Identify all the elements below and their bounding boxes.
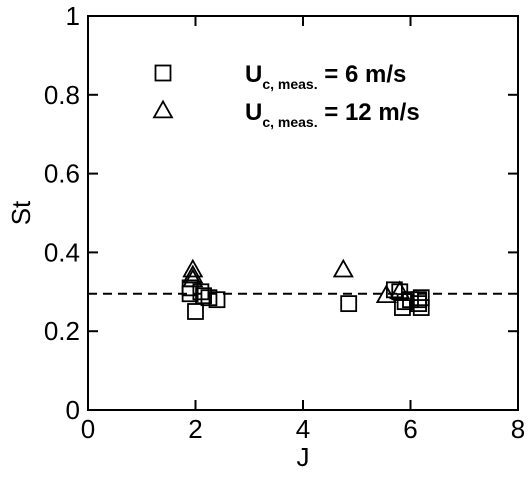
x-tick-label: 0 [81,414,95,444]
y-axis-title: St [6,200,36,225]
y-tick-label: 0 [66,395,80,425]
square-data-point [412,299,430,316]
legend-label-subscript: c, meas. [262,76,317,92]
triangle-series [182,258,411,304]
square-data-point [208,291,226,309]
square-data-point [340,295,358,313]
y-tick-label: 1 [66,1,80,31]
legend-label-value: = 6 m/s [318,61,407,88]
legend-square-marker [154,64,172,82]
x-tick-label: 4 [296,414,310,444]
legend-label-value: = 12 m/s [318,99,420,126]
legend-label-main: U [245,61,262,88]
data-points-layer [181,258,430,320]
triangle-data-point [182,258,204,278]
x-tick-label: 2 [188,414,202,444]
legend-label: Uc, meas. = 12 m/s [245,99,420,130]
square-data-point [195,287,212,305]
square-data-point [396,293,414,311]
triangle-data-point [389,280,411,300]
legend-entry: Uc, meas. = 12 m/s [152,99,420,130]
legend: Uc, meas. = 6 m/sUc, meas. = 12 m/s [152,61,420,130]
legend-label-subscript: c, meas. [262,114,317,130]
x-axis-ticks: 0 2 4 6 8 [81,16,525,444]
legend-entry: Uc, meas. = 6 m/s [154,61,406,92]
x-tick-label: 6 [403,414,417,444]
legend-triangle-marker [152,99,174,119]
y-tick-label: 0.6 [44,159,80,189]
y-tick-label: 0.8 [44,80,80,110]
triangle-data-point [332,258,354,278]
legend-label: Uc, meas. = 6 m/s [245,61,406,92]
triangle-data-point [182,264,204,284]
legend-label-main: U [245,99,262,126]
triangle-data-point [182,268,204,288]
square-data-point [412,289,430,307]
y-axis-ticks: 0 0.2 0.4 0.6 0.8 1 [44,1,518,425]
x-tick-label: 8 [511,414,525,444]
x-axis-title: J [297,442,310,472]
y-tick-label: 0.4 [44,237,80,267]
square-data-point [187,303,204,320]
square-series [181,279,430,320]
y-tick-label: 0.2 [44,316,80,346]
triangle-data-point [375,284,397,304]
